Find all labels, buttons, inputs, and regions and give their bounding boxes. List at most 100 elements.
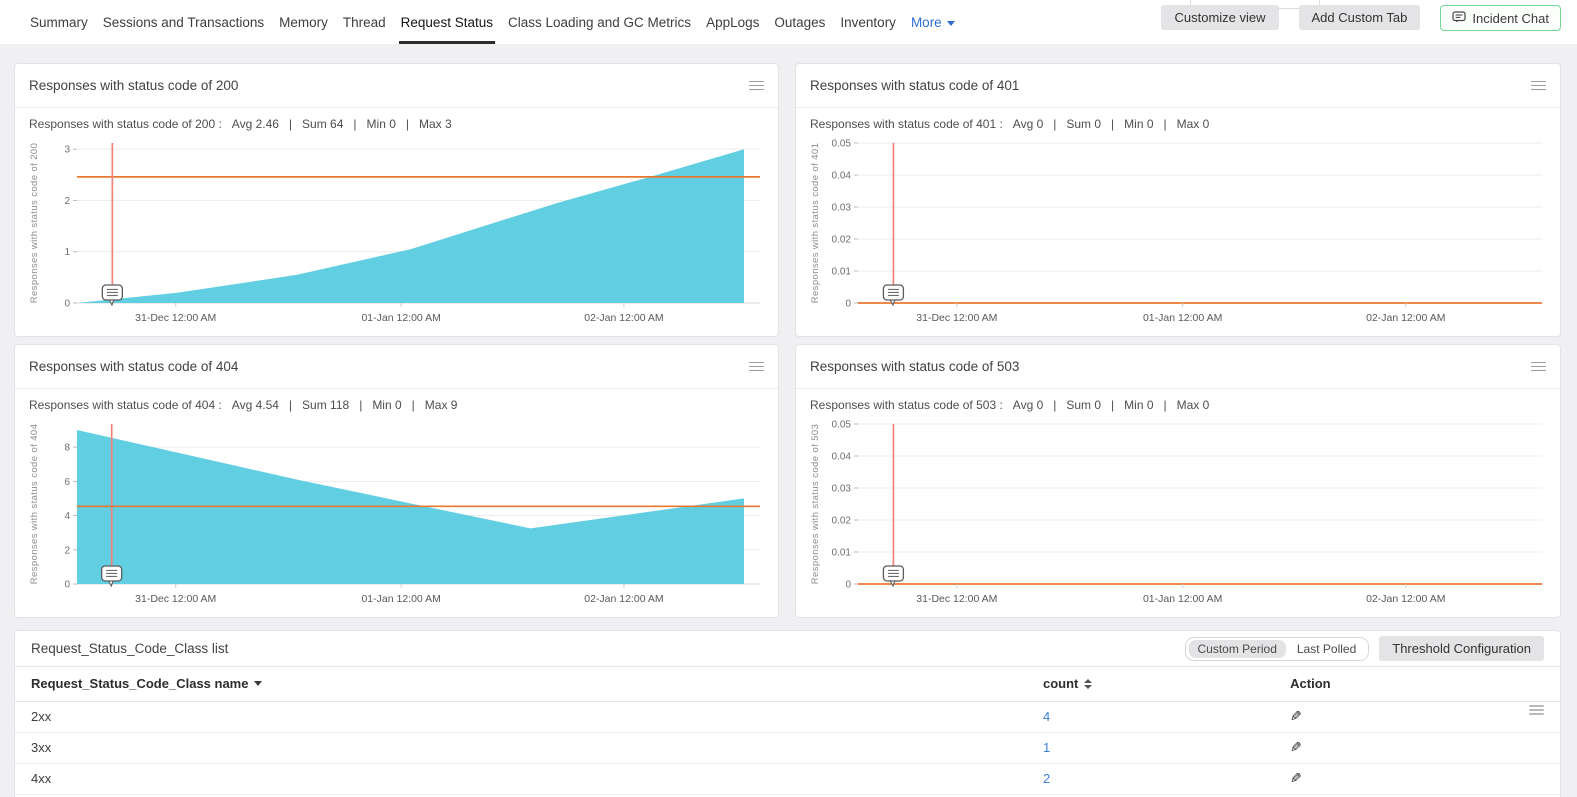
legend-stats: Avg 0 | Sum 0 | Min 0 | Max 0 (1012, 398, 1210, 412)
chart-card-200: Responses with status code of 200 Respon… (14, 63, 779, 337)
edit-pencil-icon[interactable]: ✎ (1290, 708, 1302, 724)
count-link[interactable]: 1 (1042, 740, 1051, 755)
svg-text:0.01: 0.01 (832, 548, 852, 559)
area-chart-404[interactable]: 0 2 4 6 8 Responses with status code of 404 31… (25, 414, 768, 616)
tab-applogs[interactable]: AppLogs (706, 14, 760, 30)
svg-text:01-Jan 12:00 AM: 01-Jan 12:00 AM (1143, 312, 1222, 324)
svg-text:0.03: 0.03 (832, 203, 852, 214)
svg-text:01-Jan 12:00 AM: 01-Jan 12:00 AM (1143, 593, 1222, 605)
count-link[interactable]: 4 (1042, 709, 1051, 724)
legend-stats: Avg 0 | Sum 0 | Min 0 | Max 0 (1012, 117, 1210, 131)
class-name-cell: 2xx (15, 701, 1027, 733)
action-column-header: Action (1274, 667, 1560, 702)
count-column-label: count (1042, 676, 1079, 692)
chart-svg: 0 0.01 0.02 0.03 0.04 0.05 Responses with stat… (810, 420, 1542, 605)
chart-title: Responses with status code of 200 (29, 78, 239, 93)
chart-card-503: Responses with status code of 503 Respon… (795, 344, 1561, 618)
count-link[interactable]: 2 (1042, 771, 1051, 786)
status-code-class-table: Request_Status_Code_Class name count Act… (15, 667, 1560, 795)
edit-pencil-icon[interactable]: ✎ (1290, 770, 1302, 786)
edit-pencil-icon[interactable]: ✎ (1290, 739, 1302, 755)
tab-bar: Summary Sessions and Transactions Memory… (0, 0, 1577, 44)
svg-text:31-Dec 12:00 AM: 31-Dec 12:00 AM (916, 312, 997, 324)
legend-series-label: Responses with status code of 404 : (29, 398, 222, 412)
chart-svg: 0 1 2 3 Responses with status code of 200 31-… (29, 143, 760, 324)
chevron-down-icon (946, 20, 955, 26)
svg-text:0: 0 (845, 299, 851, 310)
svg-text:0.05: 0.05 (832, 139, 852, 150)
threshold-configuration-button[interactable]: Threshold Configuration (1379, 636, 1544, 661)
customize-view-button[interactable]: Customize view (1161, 5, 1279, 30)
svg-text:6: 6 (64, 477, 70, 488)
svg-text:0: 0 (64, 299, 70, 310)
table-header-row: Request_Status_Code_Class name count Act… (15, 667, 1560, 702)
tab-strip: Summary Sessions and Transactions Memory… (30, 0, 955, 44)
sort-toggle-icon[interactable] (1084, 679, 1093, 689)
tab-summary[interactable]: Summary (30, 14, 88, 30)
legend-series-label: Responses with status code of 503 : (810, 398, 1003, 412)
card-menu-icon[interactable] (1531, 78, 1546, 94)
svg-text:2: 2 (64, 196, 70, 207)
chart-svg: 0 2 4 6 8 Responses with status code of 404 31… (29, 424, 760, 605)
legend-stats: Avg 2.46 | Sum 64 | Min 0 | Max 3 (231, 117, 452, 131)
area-chart-401[interactable]: 0 0.01 0.02 0.03 0.04 0.05 Responses with stat… (806, 133, 1550, 335)
legend-series-label: Responses with status code of 401 : (810, 117, 1003, 131)
chart-card-header: Responses with status code of 200 (15, 64, 778, 108)
card-menu-icon[interactable] (749, 359, 764, 375)
name-column-header[interactable]: Request_Status_Code_Class name (15, 667, 1027, 702)
svg-text:01-Jan 12:00 AM: 01-Jan 12:00 AM (361, 312, 440, 324)
chat-bubble-icon (1452, 10, 1466, 26)
action-column-label: Action (1290, 676, 1331, 692)
last-polled-option[interactable]: Last Polled (1296, 641, 1357, 656)
tab-memory[interactable]: Memory (279, 14, 328, 30)
legend-series-label: Responses with status code of 200 : (29, 117, 222, 131)
svg-text:8: 8 (64, 443, 70, 454)
name-column-label: Request_Status_Code_Class name (31, 676, 249, 692)
svg-text:1: 1 (64, 247, 70, 258)
svg-text:0.02: 0.02 (832, 516, 852, 527)
svg-text:Responses with status code of: Responses with status code of 401 (810, 143, 821, 304)
card-menu-icon[interactable] (1531, 359, 1546, 375)
svg-text:0: 0 (64, 580, 70, 591)
add-custom-tab-button[interactable]: Add Custom Tab (1298, 5, 1421, 30)
svg-text:0.04: 0.04 (832, 171, 852, 182)
svg-text:02-Jan 12:00 AM: 02-Jan 12:00 AM (1366, 593, 1445, 605)
svg-text:0.03: 0.03 (832, 484, 852, 495)
svg-text:31-Dec 12:00 AM: 31-Dec 12:00 AM (916, 593, 997, 605)
svg-text:0.04: 0.04 (832, 452, 852, 463)
svg-text:4: 4 (64, 511, 70, 522)
custom-period-option[interactable]: Custom Period (1188, 639, 1286, 658)
tab-outages[interactable]: Outages (774, 14, 826, 30)
incident-chat-label: Incident Chat (1472, 10, 1549, 26)
svg-text:Responses with status code of: Responses with status code of 503 (810, 424, 821, 585)
column-chooser-icon[interactable] (1529, 705, 1544, 715)
tab-thread[interactable]: Thread (342, 14, 386, 30)
area-chart-503[interactable]: 0 0.01 0.02 0.03 0.04 0.05 Responses with stat… (806, 414, 1550, 616)
tab-class-loading-gc[interactable]: Class Loading and GC Metrics (507, 14, 692, 30)
chart-title: Responses with status code of 401 (810, 78, 1020, 93)
tab-inventory[interactable]: Inventory (840, 14, 896, 30)
tab-sessions-and-transactions[interactable]: Sessions and Transactions (102, 14, 265, 30)
list-header: Request_Status_Code_Class list Custom Pe… (15, 631, 1560, 667)
incident-chat-button[interactable]: Incident Chat (1440, 5, 1561, 31)
more-label: More (910, 14, 942, 30)
svg-text:2: 2 (64, 545, 70, 556)
area-chart-200[interactable]: 0 1 2 3 Responses with status code of 200 31-… (25, 133, 768, 335)
chart-card-header: Responses with status code of 503 (796, 345, 1560, 389)
table-row: 3xx 1 ✎ (15, 732, 1560, 764)
nav-actions: Customize view Add Custom Tab Incident C… (1161, 5, 1561, 31)
svg-text:31-Dec 12:00 AM: 31-Dec 12:00 AM (135, 312, 216, 324)
count-column-header[interactable]: count (1026, 667, 1275, 702)
chart-card-header: Responses with status code of 401 (796, 64, 1560, 108)
card-menu-icon[interactable] (749, 78, 764, 94)
svg-text:0.01: 0.01 (832, 267, 852, 278)
tab-more[interactable]: More (911, 0, 955, 44)
chart-legend: Responses with status code of 200 : Avg … (15, 108, 778, 131)
chart-card-404: Responses with status code of 404 Respon… (14, 344, 779, 618)
class-name-cell: 4xx (15, 763, 1027, 795)
sort-down-icon[interactable] (254, 681, 263, 687)
tab-request-status[interactable]: Request Status (398, 0, 496, 44)
svg-text:31-Dec 12:00 AM: 31-Dec 12:00 AM (135, 593, 216, 605)
svg-text:02-Jan 12:00 AM: 02-Jan 12:00 AM (584, 593, 663, 605)
svg-text:Responses with status code of: Responses with status code of 200 (29, 143, 40, 304)
